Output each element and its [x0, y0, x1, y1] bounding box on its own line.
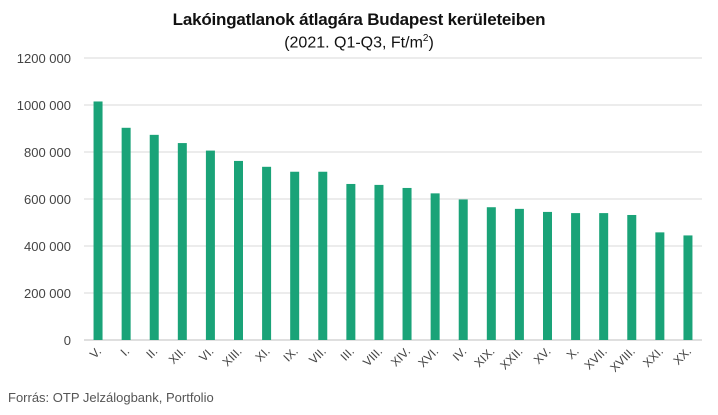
bar	[402, 187, 412, 340]
bar	[599, 213, 609, 340]
x-tick-label: XVII.	[582, 344, 610, 372]
bar	[346, 183, 356, 340]
x-tick-label: II.	[143, 344, 160, 361]
x-tick-label: XIII.	[220, 344, 245, 369]
bar	[543, 211, 552, 340]
chart-subtitle: (2021. Q1-Q3, Ft/m2)	[54, 33, 664, 52]
bar	[290, 171, 300, 340]
y-tick-label: 1000 000	[17, 98, 71, 113]
bar	[149, 134, 159, 340]
x-tick-label: III.	[338, 344, 357, 363]
bar	[318, 171, 328, 340]
bar	[234, 160, 243, 340]
y-tick-label: 600 000	[24, 192, 71, 207]
x-tick-label: XVI.	[415, 344, 441, 370]
x-tick-label: XVIII.	[607, 344, 638, 375]
bar	[121, 127, 131, 340]
x-tick-label: XXII.	[497, 344, 525, 372]
chart-subtitle-main: (2021. Q1-Q3, Ft/m	[284, 34, 423, 52]
x-tick-label: IX.	[281, 344, 301, 364]
x-tick-label: XV.	[531, 344, 554, 367]
chart-title: Lakóingatlanok átlagára Budapest kerület…	[172, 10, 546, 29]
bar	[177, 143, 187, 340]
x-tick-label: VIII.	[360, 344, 385, 369]
bar	[655, 232, 665, 340]
x-tick-label: XX.	[670, 344, 694, 368]
bar	[683, 235, 693, 340]
bar	[262, 166, 272, 340]
y-tick-label: 0	[64, 333, 71, 348]
x-tick-label: X.	[564, 344, 582, 362]
bar	[627, 214, 637, 340]
bar	[93, 101, 103, 340]
x-tick-label: XXI.	[640, 344, 666, 370]
x-tick-label: XIX.	[471, 344, 497, 370]
x-tick-label: XI.	[252, 344, 272, 364]
bar	[205, 150, 215, 340]
y-tick-label: 400 000	[24, 239, 71, 254]
y-tick-label: 800 000	[24, 145, 71, 160]
x-tick-label: V.	[87, 344, 104, 361]
bar	[486, 207, 496, 340]
x-tick-label: XII.	[166, 344, 189, 367]
source-note: Forrás: OTP Jelzálogbank, Portfolio	[8, 390, 214, 405]
y-tick-label: 200 000	[24, 286, 71, 301]
x-tick-label: IV.	[450, 344, 470, 364]
chart-subtitle-sup: 2	[422, 33, 429, 44]
chart-subtitle-end: )	[428, 34, 434, 52]
bar	[430, 193, 440, 340]
bar	[514, 208, 524, 340]
x-tick-label: VI.	[196, 344, 216, 364]
bar	[571, 213, 581, 340]
y-tick-label: 1200 000	[17, 51, 71, 66]
x-tick-label: VII.	[306, 344, 329, 367]
x-tick-label: I.	[118, 344, 133, 359]
bar	[458, 199, 468, 340]
bar	[374, 184, 384, 340]
x-tick-label: XIV.	[388, 344, 413, 369]
